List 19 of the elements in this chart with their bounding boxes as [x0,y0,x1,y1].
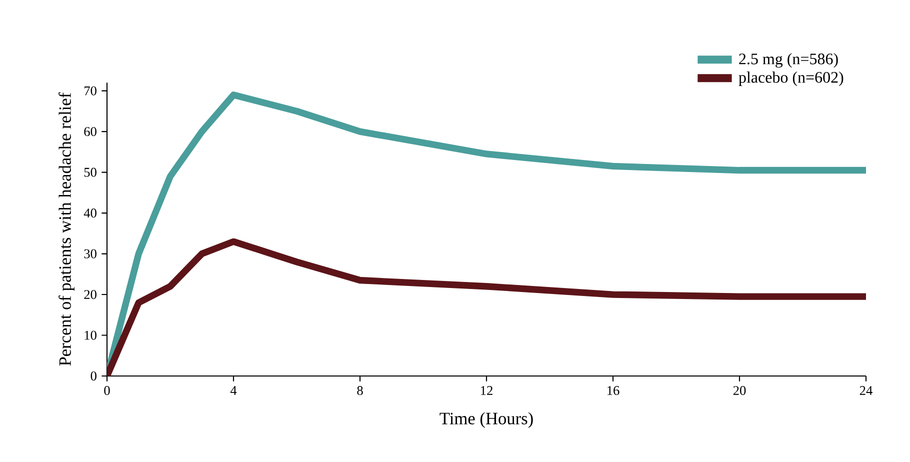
y-tick-label: 20 [84,290,96,300]
x-axis-title: Time (Hours) [440,412,533,428]
x-tick-label: 24 [860,386,872,395]
x-tick-label: 8 [357,386,363,396]
x-tick-label: 16 [608,386,620,395]
y-tick-label: 50 [84,168,96,177]
legend-label: 2.5 mg (n=586) [739,53,838,68]
x-tick-label: 20 [733,386,746,396]
y-tick-label: 70 [84,86,96,96]
y-tick-label: 40 [84,208,96,218]
x-tick-label: 0 [104,386,110,396]
legend-label: placebo (n=602) [738,72,844,86]
y-tick-label: 0 [90,372,96,380]
y-axis-title: Percent of patients with headache relief [58,92,74,366]
y-tick-label: 30 [84,249,96,258]
x-tick-label: 4 [230,386,237,395]
y-tick-label: 10 [84,330,96,340]
x-tick-label: 12 [481,386,492,395]
y-tick-label: 60 [84,127,96,136]
